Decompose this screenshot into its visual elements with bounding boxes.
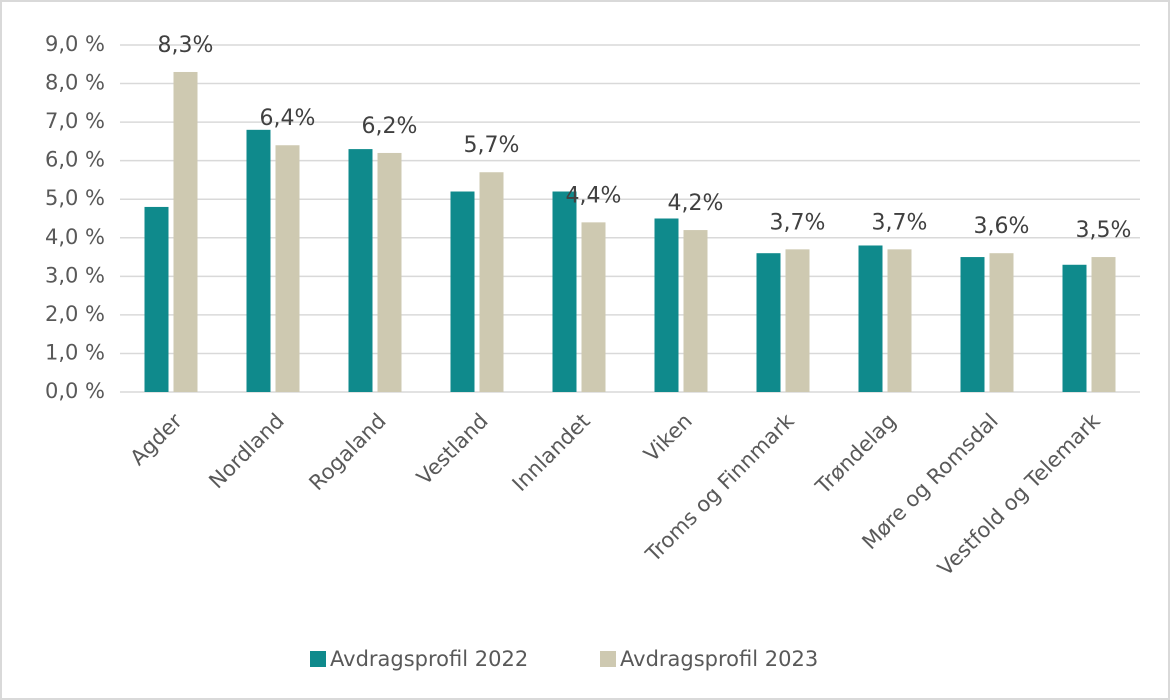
bar xyxy=(1062,264,1087,392)
y-tick-label: 4,0 % xyxy=(45,225,105,249)
bar xyxy=(654,218,679,392)
bar xyxy=(960,257,985,392)
bar xyxy=(144,206,169,392)
y-tick-label: 8,0 % xyxy=(45,71,105,95)
bar xyxy=(246,129,271,393)
bar xyxy=(785,249,810,392)
data-label: 3,7% xyxy=(770,210,826,235)
bar xyxy=(479,172,504,392)
y-tick-label: 9,0 % xyxy=(45,32,105,56)
data-label: 6,4% xyxy=(260,106,316,131)
bar xyxy=(989,253,1014,392)
data-label: 8,3% xyxy=(158,33,214,58)
y-tick-label: 1,0 % xyxy=(45,340,105,364)
data-label: 6,2% xyxy=(362,114,418,139)
y-tick-label: 0,0 % xyxy=(45,379,105,403)
bar xyxy=(887,249,912,392)
legend-label: Avdragsprofil 2023 xyxy=(620,647,818,671)
bar xyxy=(581,222,606,392)
data-label: 4,4% xyxy=(566,183,622,208)
legend-label: Avdragsprofil 2022 xyxy=(330,647,528,671)
y-tick-label: 3,0 % xyxy=(45,263,105,287)
data-label: 3,5% xyxy=(1076,218,1132,243)
bar xyxy=(450,191,475,392)
y-tick-label: 5,0 % xyxy=(45,186,105,210)
bar xyxy=(756,253,781,392)
y-tick-label: 7,0 % xyxy=(45,109,105,133)
legend-swatch xyxy=(310,651,326,667)
bar xyxy=(377,152,402,392)
bar xyxy=(348,149,373,392)
data-label: 3,6% xyxy=(974,214,1030,239)
bar xyxy=(683,230,708,392)
bar xyxy=(173,71,198,392)
bar xyxy=(858,245,883,392)
bar xyxy=(552,191,577,392)
legend-swatch xyxy=(600,651,616,667)
data-label: 3,7% xyxy=(872,210,928,235)
y-tick-label: 6,0 % xyxy=(45,148,105,172)
data-label: 5,7% xyxy=(464,133,520,158)
bar xyxy=(275,145,300,392)
y-tick-label: 2,0 % xyxy=(45,302,105,326)
bar xyxy=(1091,257,1116,392)
data-label: 4,2% xyxy=(668,191,724,216)
